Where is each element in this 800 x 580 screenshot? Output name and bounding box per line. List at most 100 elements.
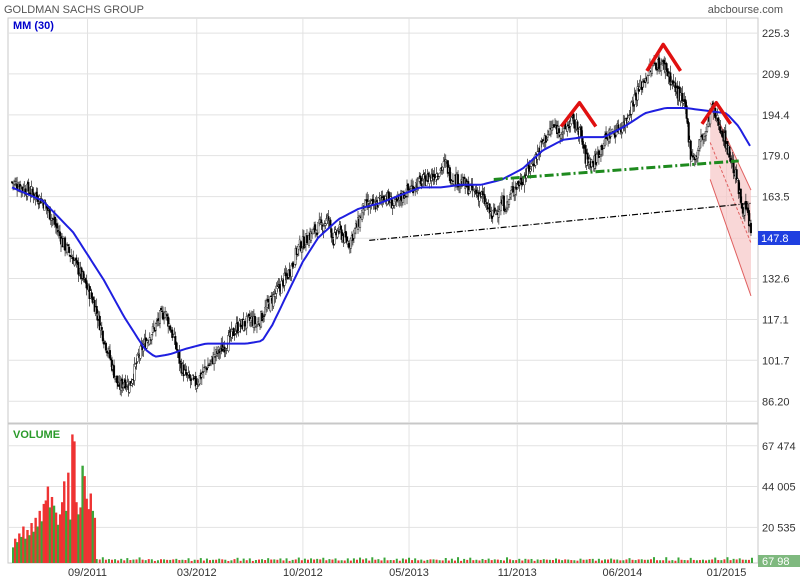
volume-bar — [267, 558, 270, 563]
volume-bar — [181, 559, 184, 563]
candle-body — [320, 219, 323, 223]
volume-bar — [622, 560, 625, 563]
volume-bar — [588, 558, 591, 563]
volume-bar — [607, 559, 610, 563]
candle-body — [324, 223, 327, 226]
candle-body — [339, 225, 342, 230]
volume-bar — [208, 560, 211, 563]
volume-bar — [147, 559, 150, 563]
volume-bar — [426, 559, 429, 563]
candle-body — [261, 312, 264, 322]
candle-body — [382, 196, 385, 201]
candle-body — [716, 115, 719, 119]
volume-bar — [12, 547, 15, 563]
chart-title: GOLDMAN SACHS GROUP — [4, 4, 144, 16]
candle-body — [425, 181, 428, 186]
volume-bar — [576, 560, 579, 563]
price-panel — [7, 17, 759, 424]
candle-body — [312, 229, 315, 235]
candle-body — [658, 57, 661, 69]
volume-bar — [233, 559, 236, 563]
candle-body — [37, 203, 40, 205]
candle-body — [270, 295, 273, 297]
volume-bar — [291, 559, 294, 563]
volume-bar — [218, 558, 221, 563]
candle-body — [134, 363, 137, 367]
candle-body — [685, 105, 688, 119]
volume-bar — [368, 560, 371, 563]
volume-bar — [490, 560, 493, 563]
volume-bar — [398, 560, 401, 563]
candle-body — [236, 322, 239, 333]
volume-bar — [717, 560, 720, 563]
volume-bar — [42, 503, 46, 563]
candle-body — [359, 216, 362, 228]
candle-body — [473, 190, 476, 192]
candle-body — [508, 199, 511, 205]
volume-bar — [44, 500, 48, 563]
candle-body — [90, 292, 93, 298]
candle-body — [438, 172, 441, 177]
volume-bar — [686, 560, 689, 563]
y-tick-label: 179.0 — [762, 151, 790, 163]
x-tick-label: 06/2014 — [602, 567, 642, 579]
volume-bar — [634, 560, 637, 563]
candle-body — [300, 247, 303, 253]
candle-body — [586, 152, 589, 160]
volume-bar — [32, 531, 35, 563]
volume-bar — [160, 559, 162, 563]
x-tick-label: 01/2015 — [707, 567, 747, 579]
volume-bar — [386, 560, 389, 563]
candle-body — [558, 128, 561, 134]
volume-bar — [389, 559, 392, 563]
volume-bar — [536, 559, 539, 563]
volume-bar — [282, 560, 285, 563]
grid-lines — [8, 18, 758, 563]
volume-bar — [527, 559, 530, 563]
volume-bar — [22, 526, 25, 563]
volume-tick-label: 67 474 — [762, 441, 796, 453]
volume-bar — [582, 559, 585, 563]
volume-bar — [591, 558, 594, 563]
volume-bar — [276, 559, 279, 563]
candle-body — [234, 331, 237, 334]
volume-bar — [75, 502, 78, 563]
candle-body — [214, 356, 217, 358]
volume-bar — [652, 557, 655, 563]
pattern-annotations — [369, 42, 752, 241]
candle-body — [488, 203, 491, 214]
volume-bar — [659, 560, 662, 563]
volume-bar — [649, 559, 652, 563]
volume-bar — [640, 559, 643, 563]
volume-bar — [58, 514, 62, 563]
volume-bar — [383, 557, 386, 563]
volume-bar — [54, 512, 58, 563]
volume-bar — [631, 559, 634, 563]
candle-body — [174, 335, 177, 345]
candle-body — [497, 211, 500, 218]
candle-body — [165, 311, 168, 315]
candle-body — [192, 377, 195, 379]
volume-bar — [585, 559, 588, 563]
volume-bar — [77, 514, 80, 563]
candle-body — [148, 337, 151, 345]
candle-body — [364, 199, 367, 211]
candle-body — [370, 200, 373, 204]
volume-bar — [270, 559, 273, 563]
candle-body — [472, 188, 475, 190]
volume-bar — [506, 557, 509, 563]
candle-body — [128, 383, 131, 393]
volume-bar — [18, 533, 21, 563]
volume-bar — [328, 559, 331, 563]
volume-bar — [530, 558, 533, 563]
volume-bar — [264, 560, 267, 563]
volume-bar — [545, 559, 548, 563]
candle-body — [98, 315, 101, 331]
y-tick-label: 209.9 — [762, 69, 790, 81]
candle-body — [207, 364, 210, 366]
volume-bar — [28, 535, 31, 563]
candle-body — [576, 121, 579, 130]
volume-bar — [683, 560, 686, 563]
